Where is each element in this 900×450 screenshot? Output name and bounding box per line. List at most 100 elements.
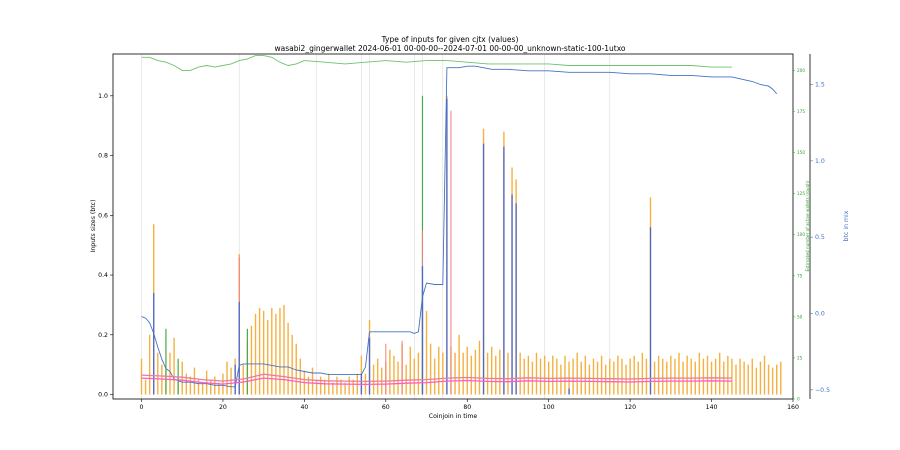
orange-bar-103 — [560, 364, 562, 395]
orange-bar-94 — [523, 358, 525, 395]
y-tick-label-2: 0.4 — [98, 272, 108, 279]
y-tick-label-1: 0.2 — [98, 332, 108, 339]
orange-bar-11 — [185, 373, 187, 395]
orange-bar-109 — [584, 355, 587, 395]
bar-layer — [140, 95, 782, 395]
orange-bar-141 — [714, 358, 717, 395]
blue-bar-2 — [368, 337, 371, 395]
orange-bar-19 — [218, 382, 220, 395]
orange-bar-48 — [336, 376, 338, 395]
orange-bar-32 — [271, 307, 273, 395]
orange-bar-102 — [556, 358, 558, 395]
y-tick-label-0: 0.0 — [98, 392, 108, 399]
y3-axis-label: btc in mix — [843, 210, 850, 241]
chart-subtitle: wasabi2_gingerwallet 2024-06-01 00-00-00… — [274, 44, 625, 53]
y2-tick-label-3: 75 — [797, 273, 803, 278]
orange-bar-137 — [698, 352, 701, 395]
orange-bar-124 — [645, 358, 648, 395]
orange-bar-52 — [352, 379, 354, 395]
x-tick-label-7: 140 — [706, 404, 718, 411]
orange-bar-130 — [670, 355, 672, 395]
red-bar-3 — [401, 340, 403, 395]
red-bar-5 — [385, 343, 387, 395]
orange-bar-134 — [686, 355, 688, 395]
plot-frame — [112, 53, 794, 400]
orange-bar-12 — [189, 376, 192, 395]
x-tick-label-5: 100 — [543, 404, 555, 411]
orange-bar-4 — [157, 352, 159, 395]
blue-bar-12 — [568, 388, 570, 395]
orange-bar-67 — [413, 358, 416, 395]
orange-bar-62 — [393, 355, 395, 395]
orange-bar-66 — [409, 346, 411, 395]
orange-bar-57 — [372, 364, 375, 395]
x-tick-label-2: 40 — [300, 404, 308, 411]
orange-bar-153 — [763, 355, 766, 395]
orange-bar-85 — [486, 352, 489, 395]
orange-bar-22 — [230, 367, 232, 395]
orange-bar-104 — [564, 355, 566, 395]
red-bar-2 — [450, 110, 452, 395]
orange-bar-152 — [759, 361, 762, 395]
blue-bar-5 — [482, 143, 485, 395]
series-line-2 — [141, 377, 732, 386]
orange-bar-2 — [148, 334, 151, 395]
orange-bar-72 — [433, 358, 436, 395]
orange-bar-0 — [140, 358, 143, 395]
orange-bar-79 — [462, 352, 464, 395]
orange-bar-117 — [617, 355, 619, 395]
orange-bar-36 — [287, 322, 289, 395]
green-bar-0 — [165, 328, 167, 395]
orange-bar-157 — [780, 361, 782, 395]
y3-tick-label-0: −0.5 — [815, 387, 830, 394]
blue-bar-0 — [153, 292, 155, 395]
orange-bar-115 — [609, 358, 611, 395]
orange-bar-97 — [535, 352, 538, 395]
y2-tick-label-0: 0 — [797, 397, 800, 402]
y2-axis-label: Estimated number of active wallets (roug… — [805, 180, 810, 271]
orange-bar-15 — [201, 382, 204, 395]
orange-bar-144 — [727, 355, 729, 395]
x-tick-label-8: 160 — [787, 404, 799, 411]
orange-bar-154 — [767, 364, 770, 395]
y3-tick-label-3: 1.0 — [815, 158, 825, 165]
y3-axis-ticks: −0.5 0.0 0.5 1.0 1.5 — [810, 82, 830, 394]
orange-bar-88 — [499, 349, 501, 395]
orange-bar-131 — [674, 358, 676, 395]
orange-bar-70 — [425, 310, 428, 395]
orange-bar-149 — [747, 364, 749, 395]
y3-tick-label-4: 1.5 — [815, 82, 825, 89]
orange-bar-35 — [283, 304, 285, 395]
x-tick-label-4: 80 — [463, 404, 471, 411]
orange-bar-58 — [376, 358, 379, 395]
series-line-0 — [141, 65, 778, 388]
blue-bar-1 — [238, 301, 240, 395]
orange-bar-38 — [295, 343, 297, 395]
orange-bar-120 — [629, 358, 631, 395]
orange-bar-43 — [315, 379, 318, 395]
y2-tick-label-5: 125 — [797, 191, 805, 196]
orange-bar-42 — [311, 367, 314, 395]
blue-bar-8 — [515, 203, 517, 395]
y-axis-ticks: 0.0 0.2 0.4 0.6 0.8 1.0 — [98, 93, 113, 399]
orange-bar-21 — [226, 361, 228, 395]
y2-tick-label-1: 25 — [797, 355, 803, 360]
orange-bar-135 — [690, 358, 692, 395]
series-line-3 — [141, 373, 732, 383]
orange-bar-107 — [576, 352, 578, 395]
orange-bar-7 — [169, 352, 171, 395]
orange-bar-8 — [173, 337, 175, 395]
orange-bar-80 — [466, 346, 468, 395]
orange-bar-98 — [539, 358, 542, 395]
blue-bar-6 — [503, 146, 505, 395]
orange-bar-81 — [470, 355, 473, 395]
blue-bar-4 — [446, 98, 448, 395]
orange-bar-90 — [507, 352, 509, 395]
y2-tick-label-2: 50 — [797, 314, 803, 319]
orange-bar-63 — [397, 361, 399, 395]
x-tick-label-6: 120 — [624, 404, 636, 411]
orange-bar-17 — [210, 379, 212, 395]
orange-bar-138 — [702, 358, 705, 395]
orange-bar-86 — [490, 346, 493, 395]
